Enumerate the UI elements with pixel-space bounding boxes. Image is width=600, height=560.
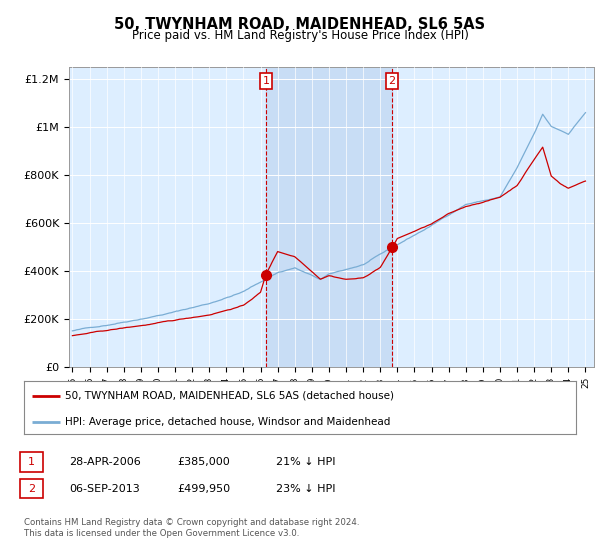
Text: 50, TWYNHAM ROAD, MAIDENHEAD, SL6 5AS: 50, TWYNHAM ROAD, MAIDENHEAD, SL6 5AS bbox=[115, 17, 485, 31]
Text: £499,950: £499,950 bbox=[177, 484, 230, 494]
Text: HPI: Average price, detached house, Windsor and Maidenhead: HPI: Average price, detached house, Wind… bbox=[65, 417, 391, 427]
Text: 28-APR-2006: 28-APR-2006 bbox=[69, 457, 141, 467]
Text: 1: 1 bbox=[28, 457, 35, 467]
Text: £385,000: £385,000 bbox=[177, 457, 230, 467]
Bar bbox=[266, 67, 392, 367]
Text: Price paid vs. HM Land Registry's House Price Index (HPI): Price paid vs. HM Land Registry's House … bbox=[131, 29, 469, 42]
Text: 50, TWYNHAM ROAD, MAIDENHEAD, SL6 5AS (detached house): 50, TWYNHAM ROAD, MAIDENHEAD, SL6 5AS (d… bbox=[65, 391, 394, 401]
Text: 23% ↓ HPI: 23% ↓ HPI bbox=[276, 484, 335, 494]
Text: 06-SEP-2013: 06-SEP-2013 bbox=[69, 484, 140, 494]
Text: Contains HM Land Registry data © Crown copyright and database right 2024.
This d: Contains HM Land Registry data © Crown c… bbox=[24, 519, 359, 538]
Text: 2: 2 bbox=[388, 76, 395, 86]
Text: 2: 2 bbox=[28, 484, 35, 494]
Text: 21% ↓ HPI: 21% ↓ HPI bbox=[276, 457, 335, 467]
Text: 1: 1 bbox=[263, 76, 269, 86]
